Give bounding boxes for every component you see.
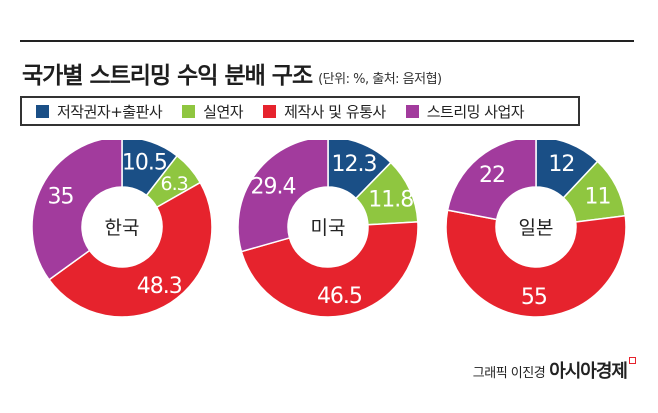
donut-hole (497, 188, 575, 266)
credit-byline: 그래픽 이진경 (472, 366, 546, 381)
brand-mark-icon (629, 357, 636, 364)
slice-미국-제작사 및 유통사 (240, 221, 419, 318)
data-label: 11 (584, 185, 610, 210)
legend-swatch (36, 104, 49, 118)
data-label: 48.3 (137, 274, 182, 299)
data-label: 46.5 (317, 284, 362, 309)
data-label: 12.3 (332, 152, 377, 177)
legend-item: 제작사 및 유통사 (263, 101, 386, 122)
legend-swatch (405, 104, 419, 118)
data-label: 10.5 (122, 151, 167, 176)
legend-label: 스트리밍 사업자 (426, 102, 525, 121)
legend-item: 저작권자+출판사 (36, 101, 163, 122)
legend-label: 저작권자+출판사 (57, 102, 163, 121)
data-label: 12 (548, 152, 574, 177)
country-label: 일본 (519, 217, 554, 239)
slice-한국-제작사 및 유통사 (48, 181, 213, 318)
donut-hole (83, 188, 161, 266)
country-label: 미국 (311, 217, 346, 239)
top-rule (20, 40, 634, 42)
data-label: 11.8 (368, 187, 413, 212)
data-label: 29.4 (250, 174, 295, 199)
credit: 그래픽 이진경 아시아경제 (473, 357, 636, 383)
chart-title-block: 국가별 스트리밍 수익 분배 구조 (단위: %, 출처: 음저협) (22, 56, 442, 90)
legend-item: 실연자 (182, 101, 244, 122)
data-label: 55 (521, 285, 547, 310)
slice-일본-스트리밍 사업자 (446, 140, 537, 221)
legend: 저작권자+출판사 실연자 제작사 및 유통사 스트리밍 사업자 (20, 96, 580, 126)
slice-한국-스트리밍 사업자 (31, 140, 123, 281)
data-label: 22 (479, 163, 505, 188)
chart-title: 국가별 스트리밍 수익 분배 구조 (22, 63, 313, 89)
data-label: 6.3 (161, 173, 188, 195)
chart-subtitle: (단위: %, 출처: 음저협) (318, 72, 442, 87)
legend-item: 스트리밍 사업자 (405, 101, 525, 122)
donut-hole (289, 188, 367, 266)
legend-swatch (182, 104, 196, 118)
slice-미국-스트리밍 사업자 (237, 140, 329, 253)
donut-charts: 10.56.3 48.3 35 한국 12.3 11.8 46.5 29.4 미국 12 11 55 2… (31, 140, 627, 318)
data-label: 35 (48, 185, 74, 210)
slice-일본-제작사 및 유통사 (445, 209, 627, 318)
country-label: 한국 (105, 217, 140, 239)
legend-swatch (263, 104, 277, 118)
brand-logo: 아시아경제 (549, 361, 628, 382)
legend-label: 제작사 및 유통사 (284, 102, 386, 121)
legend-label: 실연자 (203, 102, 244, 121)
